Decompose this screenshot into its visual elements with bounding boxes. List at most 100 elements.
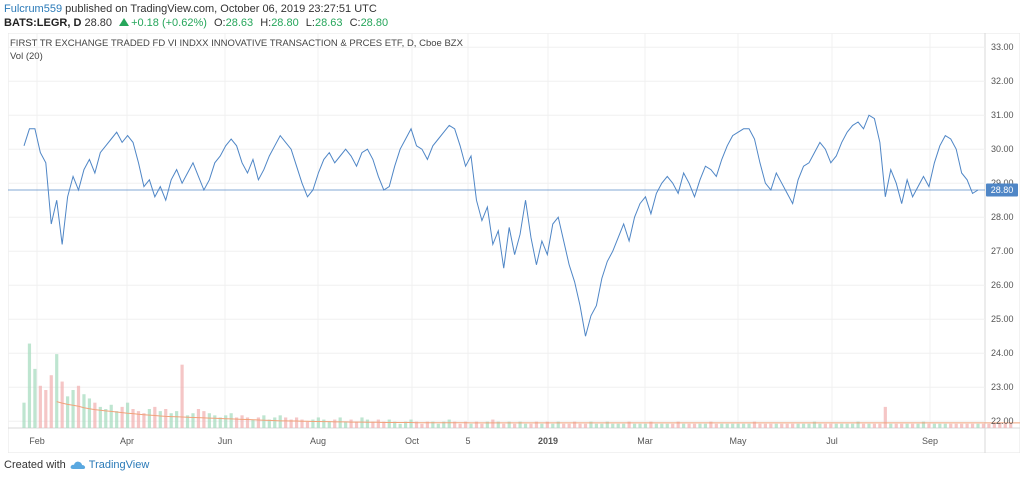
volume-bar xyxy=(349,419,353,428)
volume-indicator-label: Vol (20) xyxy=(10,51,43,62)
x-tick-label: Mar xyxy=(637,436,653,446)
volume-bar xyxy=(207,413,211,428)
volume-bar xyxy=(191,413,195,428)
author-link[interactable]: Fulcrum559 xyxy=(4,3,63,15)
volume-bar xyxy=(338,417,342,428)
publish-line: Fulcrum559 published on TradingView.com,… xyxy=(4,3,377,15)
open-value: 28.63 xyxy=(225,17,254,29)
volume-bar xyxy=(71,390,75,428)
y-tick-label: 23.00 xyxy=(991,382,1014,392)
close-value: 28.80 xyxy=(360,17,389,29)
volume-bar xyxy=(867,423,871,428)
time-axis-ticks: Feb Apr Jun Aug Oct 5 2019 Mar May Jul Sep xyxy=(29,436,938,446)
volume-bar xyxy=(273,417,277,428)
high-label: H: xyxy=(260,17,272,29)
volume-bar xyxy=(954,423,958,428)
volume-bar xyxy=(442,421,446,428)
volume-bar xyxy=(714,423,718,428)
volume-bar xyxy=(682,423,686,428)
volume-bar xyxy=(251,419,255,428)
volume-bar xyxy=(463,421,468,428)
volume-bar xyxy=(229,413,233,428)
volume-bar xyxy=(698,423,702,428)
volume-bar xyxy=(796,423,800,428)
low-label: L: xyxy=(305,17,315,29)
volume-bar xyxy=(605,421,609,428)
volume-bar xyxy=(987,423,991,428)
last-price: 28.80 xyxy=(84,17,112,29)
volume-bar xyxy=(589,421,593,428)
volume-bar xyxy=(627,421,631,428)
volume-bar xyxy=(513,423,517,428)
volume-bar xyxy=(632,423,637,428)
volume-bar xyxy=(905,423,909,428)
y-tick-label: 24.00 xyxy=(991,348,1014,358)
volume-bar xyxy=(196,409,201,428)
y-tick-label: 27.00 xyxy=(991,246,1014,256)
volume-bar xyxy=(382,421,386,428)
volume-bar xyxy=(224,415,228,428)
volume-bar xyxy=(158,411,162,428)
volume-bar xyxy=(992,423,996,428)
high-value: 28.80 xyxy=(271,17,299,29)
volume-bar xyxy=(758,423,762,428)
volume-bar xyxy=(883,406,887,428)
volume-bar xyxy=(153,406,157,428)
grid-lines xyxy=(8,33,985,428)
volume-bar xyxy=(649,421,653,428)
volume-bar xyxy=(785,423,789,428)
volume-bar xyxy=(485,421,489,428)
volume-bar xyxy=(44,390,48,428)
y-tick-label: 31.00 xyxy=(991,110,1014,120)
volume-bar xyxy=(763,423,767,428)
x-tick-label: Aug xyxy=(310,436,326,446)
volume-bar xyxy=(600,423,604,428)
volume-bar xyxy=(240,415,244,428)
volume-bar xyxy=(115,411,119,428)
volume-bar xyxy=(660,423,664,428)
volume-bar xyxy=(720,423,724,428)
low-value: 28.63 xyxy=(314,17,343,29)
volume-bar xyxy=(109,404,113,428)
volume-bar xyxy=(469,423,473,428)
volume-bar xyxy=(82,394,86,428)
volume-bar xyxy=(371,421,375,428)
footer: Created with TradingView xyxy=(4,459,149,471)
volume-bar xyxy=(851,423,855,428)
volume-bar xyxy=(502,423,506,428)
volume-bar xyxy=(431,421,435,428)
volume-bar xyxy=(780,423,784,428)
price-series-line xyxy=(23,114,979,337)
volume-bar xyxy=(970,423,975,428)
volume-bar xyxy=(638,423,642,428)
volume-bar xyxy=(436,423,440,428)
volume-bar xyxy=(360,417,364,428)
volume-bar xyxy=(791,423,795,428)
volume-bar xyxy=(93,402,97,428)
symbol-line: BATS:LEGR, D 28.80 +0.18 (+0.62%) O:28.6… xyxy=(4,17,388,29)
volume-bars xyxy=(22,343,1013,428)
x-tick-label: Oct xyxy=(405,436,420,446)
y-tick-label: 28.00 xyxy=(991,212,1014,222)
volume-bar xyxy=(943,423,947,428)
chart-frame xyxy=(8,33,1020,453)
volume-bar xyxy=(55,354,59,428)
volume-bar xyxy=(218,417,222,428)
y-tick-label: 33.00 xyxy=(991,42,1014,52)
volume-bar xyxy=(496,421,500,428)
volume-bar xyxy=(578,423,582,428)
volume-bar xyxy=(878,423,882,428)
volume-bar xyxy=(643,423,648,428)
volume-bar xyxy=(812,421,817,428)
volume-bar xyxy=(840,423,844,428)
volume-bar xyxy=(856,421,860,428)
volume-bar xyxy=(949,423,953,428)
price-chart[interactable]: 33.00 32.00 31.00 30.00 29.00 28.00 27.00 26.00… xyxy=(8,33,1020,453)
tradingview-link[interactable]: TradingView xyxy=(88,459,150,471)
volume-bar xyxy=(420,423,424,428)
volume-bar xyxy=(807,423,811,428)
symbol-label: BATS:LEGR, D xyxy=(4,17,82,29)
y-tick-label: 29.00 xyxy=(991,178,1014,188)
volume-bar xyxy=(409,419,413,428)
volume-bar xyxy=(622,423,626,428)
